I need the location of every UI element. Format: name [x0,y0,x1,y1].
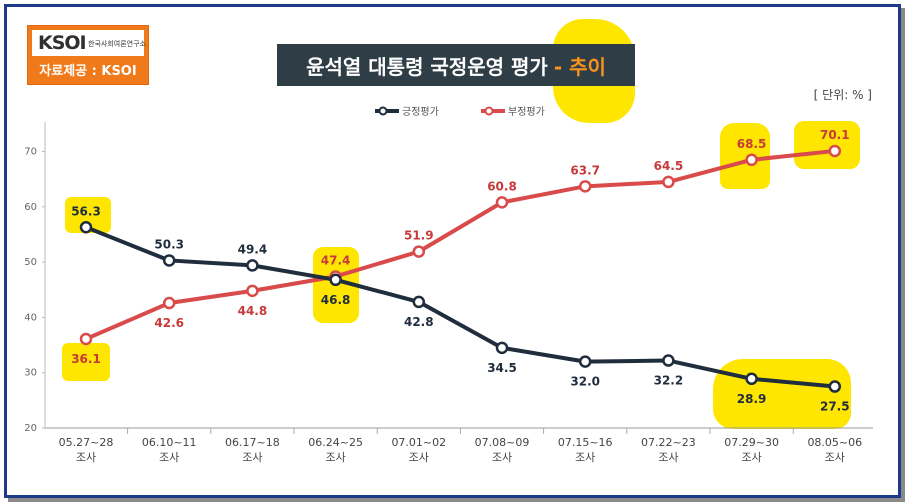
legend-positive-label: 긍정평가 [402,107,439,118]
negative-point [246,284,259,298]
positive-point [662,354,675,367]
x-tick-label-date: 07.08~09 [475,436,530,449]
legend-positive: 긍정평가 [375,103,439,118]
negative-data-label: 51.9 [404,229,434,243]
x-tick-label-date: 07.22~23 [641,436,696,449]
source-label: 자료제공 : KSOI [39,64,137,79]
x-tick-label-date: 07.01~02 [391,436,446,449]
highlight-first-negative [62,343,110,381]
positive-data-label: 32.0 [570,375,600,389]
x-tick-label-survey: 조사 [575,451,595,464]
logo-inner: KSOI 한국사회여론연구소 [32,30,146,56]
negative-point [495,196,509,209]
legend-negative-label: 부정평가 [508,107,545,118]
x-tick-label-survey: 조사 [492,451,512,464]
x-tick-label-survey: 조사 [159,451,179,464]
negative-data-label: 42.6 [154,316,184,330]
negative-point [745,153,758,167]
y-tick-label: 60 [24,202,37,213]
negative-point [662,175,675,189]
positive-point [246,259,259,272]
x-tick-label-date: 06.17~18 [225,436,280,449]
highlight-recent-negative-2 [794,121,860,169]
positive-data-label: 50.3 [154,237,184,251]
positive-point [828,380,842,393]
negative-point [578,180,592,193]
y-tick-label: 30 [24,368,37,379]
x-tick-label-survey: 조사 [242,451,262,464]
x-tick-label-survey: 조사 [741,451,761,464]
legend-positive-marker [375,106,399,115]
negative-data-label: 44.8 [238,304,268,318]
chart-frame: KSOI 한국사회여론연구소 자료제공 : KSOI 윤석열 대통령 국정운영 … [4,4,901,498]
y-tick-label: 20 [24,423,37,434]
y-tick-label: 70 [24,147,37,158]
positive-point [412,295,426,309]
highlight-recent-negative-1 [720,123,770,189]
y-tick-label: 40 [24,312,37,323]
positive-data-label: 46.8 [321,293,351,307]
x-tick-label-survey: 조사 [76,451,96,464]
title-main: 윤석열 대통령 국정운영 평가 [306,54,548,79]
positive-point [162,254,176,267]
x-tick-label-survey: 조사 [325,451,345,464]
x-tick-label-date: 05.27~28 [59,436,114,449]
legend-negative-marker [481,106,505,115]
positive-point [745,372,758,386]
positive-point [495,341,509,355]
logo-text: KSOI [38,32,87,54]
negative-data-label: 36.1 [71,352,101,366]
negative-data-label: 70.1 [820,128,850,142]
line-chart: 20 30 40 50 60 70 05.27~28 조사 06.10~11 조사 06.17~18… [24,122,873,464]
x-tick-label-date: 06.10~11 [142,436,197,449]
x-tick-label-survey: 조사 [409,451,429,464]
x-tick-label-survey: 조사 [658,451,678,464]
y-tick-label: 50 [24,257,37,268]
x-tick-label-date: 07.15~16 [558,436,613,449]
positive-data-label: 42.8 [404,315,434,329]
unit-label: [ 단위: % ] [813,88,872,102]
positive-point [329,273,342,287]
positive-data-label: 49.4 [238,242,268,256]
positive-data-label: 34.5 [487,361,517,375]
ksoi-logo: KSOI 한국사회여론연구소 자료제공 : KSOI [27,25,149,85]
negative-data-label: 64.5 [654,159,684,173]
positive-data-label: 32.2 [654,374,684,388]
positive-data-label: 27.5 [820,400,850,414]
chart-title: 윤석열 대통령 국정운영 평가 - 추이 [277,44,635,86]
x-tick-label-survey: 조사 [825,451,845,464]
legend-negative: 부정평가 [481,103,545,118]
negative-point [162,296,176,310]
negative-point [412,245,426,258]
positive-series-line [85,225,835,389]
x-tick-label-date: 06.24~25 [308,436,363,449]
negative-data-label: 68.5 [737,137,767,151]
negative-data-label: 60.8 [487,179,517,193]
highlight-recent-positive [713,359,851,429]
title-accent: - 추이 [553,54,606,79]
positive-point [79,221,93,234]
x-tick-label-date: 08.05~06 [807,436,862,449]
negative-point [79,332,93,346]
x-tick-label-date: 07.29~30 [724,436,779,449]
negative-data-label: 47.4 [321,253,351,267]
negative-data-label: 63.7 [570,163,600,177]
negative-point [828,144,842,158]
logo-subtitle: 한국사회여론연구소 [88,40,146,48]
positive-point [578,355,592,368]
positive-data-label: 28.9 [737,392,767,406]
negative-series-line [85,148,836,341]
positive-data-label: 56.3 [71,204,101,218]
